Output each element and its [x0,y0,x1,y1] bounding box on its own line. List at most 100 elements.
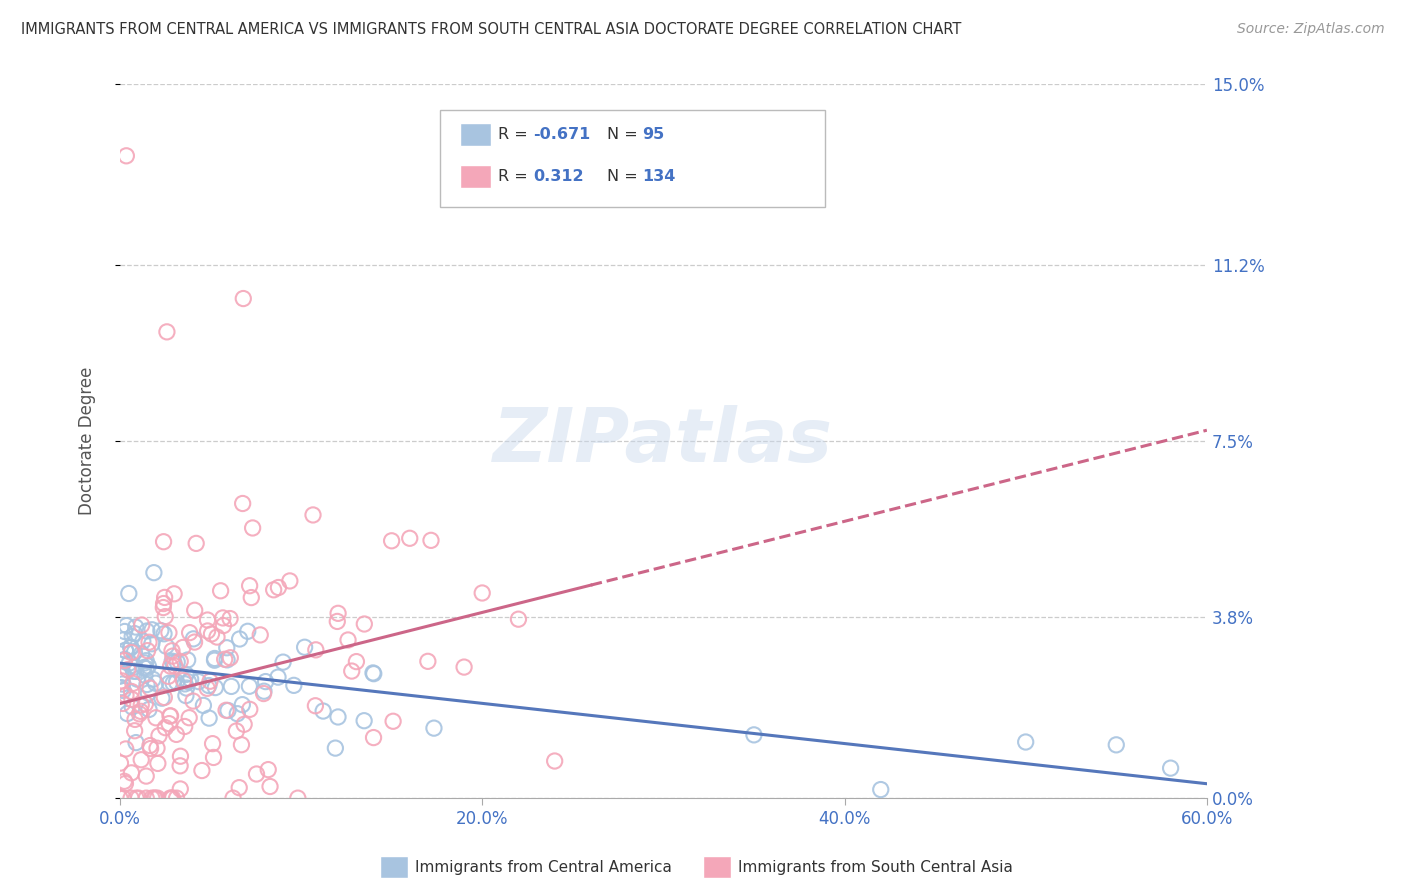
Point [219,650,242,665]
Point [111,677,134,691]
Point [124,712,146,726]
Point [183,635,205,649]
Point [136,677,159,691]
Point [149,624,172,638]
Point [129,704,152,718]
Point [141,623,163,637]
Point [1105,738,1128,752]
Point [471,586,494,600]
Point [114,742,136,756]
Point [187,674,209,689]
Point [112,683,135,698]
Point [159,709,181,723]
Point [134,668,156,682]
Point [165,727,187,741]
Point [1015,735,1038,749]
Point [115,688,138,702]
Point [219,611,242,625]
Point [152,534,174,549]
Point [176,681,198,695]
Point [267,581,290,595]
Point [205,630,228,644]
Point [215,703,238,717]
Point [128,791,150,805]
Point [283,678,305,692]
Point [312,704,335,718]
Point [544,754,567,768]
Point [121,676,143,690]
Point [153,626,176,640]
Point [138,702,160,716]
Point [124,645,146,659]
Point [108,791,131,805]
Point [142,566,165,580]
Point [186,536,208,550]
Point [232,496,254,510]
Point [159,791,181,805]
Point [114,654,136,668]
Point [163,655,186,669]
Point [148,729,170,743]
Point [120,646,142,660]
Point [150,691,173,706]
Text: Source: ZipAtlas.com: Source: ZipAtlas.com [1237,22,1385,37]
Point [344,655,367,669]
Point [214,652,236,666]
Point [225,723,247,738]
Point [221,680,243,694]
Point [118,586,141,600]
Point [340,664,363,678]
Point [217,704,239,718]
Point [179,711,201,725]
Point [125,665,148,679]
Point [228,632,250,646]
Point [173,719,195,733]
Point [120,791,142,805]
Point [114,776,136,790]
Point [179,625,201,640]
Text: R =: R = [498,128,533,142]
Text: N =: N = [607,128,644,142]
Point [139,681,162,695]
Point [135,769,157,783]
Point [180,672,202,686]
Point [145,791,167,805]
Point [157,716,180,731]
Point [139,739,162,753]
Point [166,675,188,690]
Point [263,582,285,597]
Point [111,673,134,688]
Point [172,640,194,655]
Point [233,717,256,731]
Point [114,624,136,639]
Point [135,791,157,805]
Point [121,699,143,714]
Point [191,764,214,778]
Point [122,665,145,679]
Point [198,679,221,693]
Point [337,632,360,647]
Point [157,676,180,690]
Point [124,626,146,640]
Point [128,706,150,721]
Point [120,640,142,654]
Point [155,721,177,735]
Point [127,672,149,686]
Point [239,579,262,593]
Point [236,624,259,639]
Point [245,767,267,781]
Point [139,741,162,756]
Point [115,618,138,632]
Point [129,753,152,767]
Point [138,686,160,700]
Point [381,533,404,548]
Point [181,694,204,708]
Point [176,653,198,667]
Point [160,644,183,658]
Point [353,714,375,728]
Point [125,791,148,805]
Point [363,666,385,681]
Point [222,791,245,805]
Point [326,607,349,621]
Point [398,531,420,545]
